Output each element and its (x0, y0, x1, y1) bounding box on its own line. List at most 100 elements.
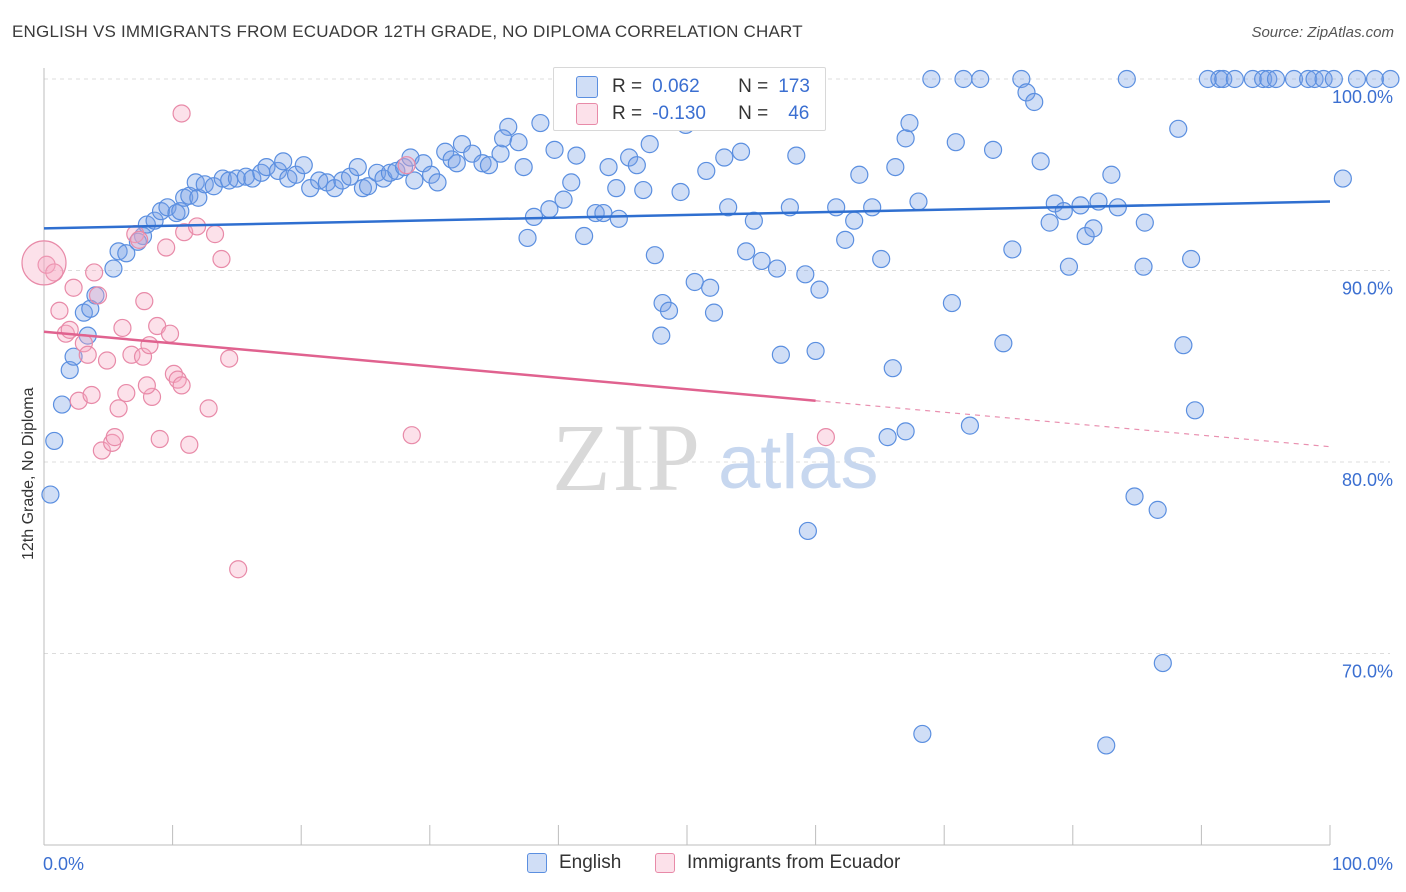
english-point (845, 211, 864, 230)
axes (43, 68, 1331, 846)
english-point (531, 113, 550, 133)
series-english (41, 69, 1400, 755)
english-point (827, 198, 846, 217)
english-point (1365, 69, 1385, 89)
legend-n-value-ecuador: 46 (788, 103, 810, 124)
english-point (545, 140, 564, 159)
english-point (627, 156, 646, 175)
ecuador-point (402, 426, 421, 445)
trend-line-ecuador (43, 330, 816, 402)
english-point (1135, 213, 1154, 232)
legend-label-ecuador: Immigrants from Ecuador (687, 852, 901, 873)
legend-label-english: English (559, 852, 622, 873)
english-point (737, 242, 756, 261)
ecuador-point (130, 230, 149, 249)
legend-row-english: R = 0.062 N = 173 (576, 75, 810, 99)
english-point (701, 278, 720, 297)
english-point (1025, 92, 1044, 112)
english-point (685, 272, 704, 292)
english-point (227, 169, 246, 188)
english-point (81, 299, 100, 318)
english-point (1102, 165, 1121, 184)
english-point (1381, 69, 1400, 89)
english-point (1324, 69, 1343, 89)
legend-item-english[interactable]: English (527, 852, 621, 874)
english-point (554, 190, 573, 209)
watermark-zip: ZIP (552, 404, 702, 511)
english-point (499, 117, 518, 136)
english-point (494, 129, 513, 148)
english-point (971, 69, 990, 89)
english-point (620, 148, 639, 167)
english-point (1012, 69, 1031, 89)
legend-r-value-ecuador: -0.130 (652, 103, 706, 124)
english-point (1254, 69, 1273, 89)
english-point (1174, 336, 1193, 355)
legend-r-value-english: 0.062 (652, 76, 700, 97)
legend-n-label: N = (738, 76, 769, 97)
english-point (64, 347, 83, 366)
english-point (719, 198, 738, 217)
english-point (1210, 69, 1229, 89)
ecuador-point (117, 383, 136, 403)
series-ecuador (21, 104, 835, 579)
ecuador-point (150, 429, 169, 449)
english-point (594, 203, 613, 223)
english-point (428, 173, 447, 192)
english-point (213, 169, 232, 188)
english-point (1185, 401, 1205, 420)
english-point (836, 230, 855, 249)
ecuador-point (135, 292, 154, 311)
english-point (1299, 69, 1318, 89)
english-point (325, 179, 344, 198)
ecuador-point (64, 278, 83, 297)
english-point (171, 202, 190, 221)
english-point (1125, 487, 1144, 506)
english-point (243, 169, 262, 188)
trend-line-english (43, 200, 1331, 230)
english-point (1040, 213, 1059, 232)
english-point (715, 148, 734, 167)
ecuador-point (229, 560, 248, 579)
english-point (1097, 736, 1116, 755)
english-point (1347, 69, 1367, 89)
ecuador-point (85, 263, 104, 282)
legend-item-ecuador[interactable]: Immigrants from Ecuador (655, 852, 900, 874)
english-point (447, 154, 466, 173)
english-point (942, 293, 962, 313)
english-point (518, 228, 537, 248)
english-point (1153, 653, 1172, 673)
english-point (394, 157, 414, 177)
english-point (796, 265, 815, 284)
y-tick-label: 70.0% (1342, 662, 1393, 682)
legend-n-value-english: 173 (778, 76, 810, 97)
english-point (567, 146, 586, 165)
english-point (1284, 69, 1304, 89)
correlation-legend: R = 0.062 N = 173 R = -0.130 N = 46 (553, 67, 826, 131)
ecuador-point (157, 238, 176, 257)
english-point (697, 161, 716, 181)
ecuador-point-large (21, 240, 67, 286)
watermark: ZIP atlas (552, 404, 879, 511)
ecuador-point (220, 349, 239, 368)
y-tick-label: 90.0% (1342, 279, 1393, 299)
english-point (1148, 500, 1167, 519)
trend-lines (43, 200, 1331, 448)
ecuador-point (133, 347, 153, 366)
legend-swatch-english (527, 853, 547, 873)
ecuador-point (212, 249, 231, 269)
english-point (896, 422, 915, 441)
y-tick-label: 80.0% (1342, 470, 1393, 490)
english-point (257, 157, 276, 177)
english-point (509, 133, 528, 152)
english-point (473, 154, 492, 173)
english-point (195, 175, 214, 194)
english-point (1084, 219, 1103, 238)
english-point (540, 200, 559, 219)
english-point (1314, 69, 1333, 89)
english-point (186, 173, 205, 192)
y-tick-labels: 70.0% 80.0% 90.0% 100.0% (1332, 87, 1393, 682)
english-point (731, 142, 751, 161)
ecuador-point (113, 318, 132, 338)
english-point (744, 211, 763, 230)
